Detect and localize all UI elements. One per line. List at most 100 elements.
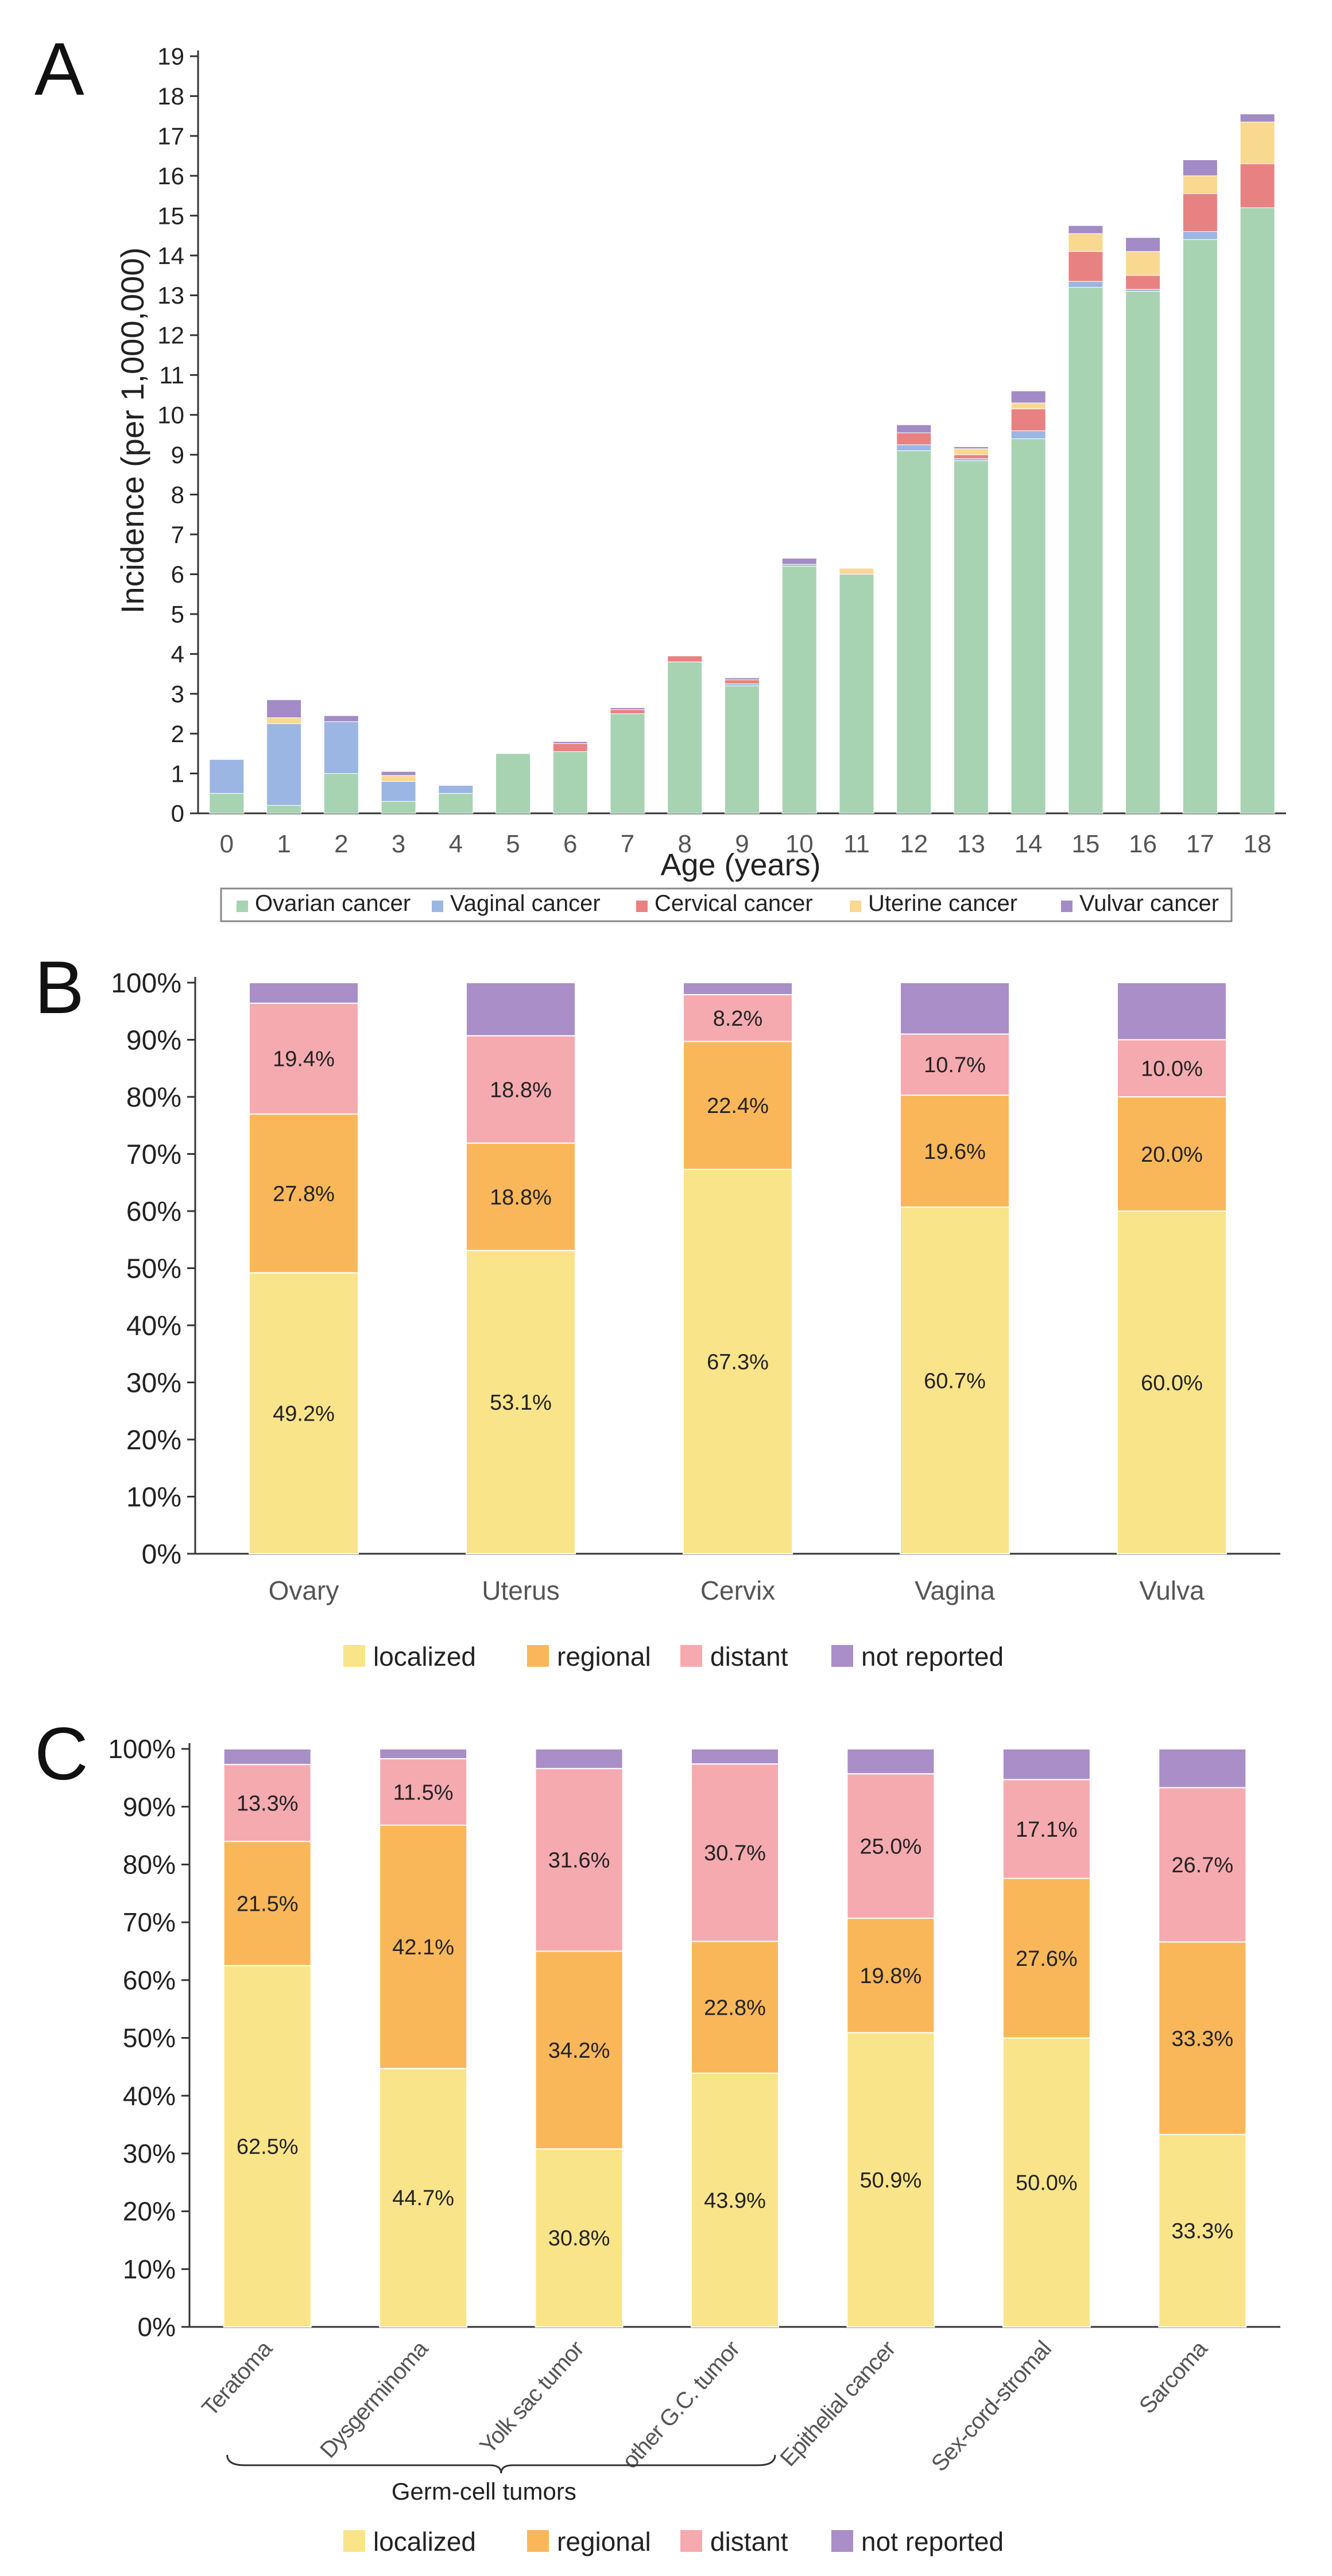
data-label: 49.2%: [273, 1402, 335, 1426]
bar-segment-ovarian-cancer: [1240, 207, 1275, 814]
y-tick-label: 10: [157, 401, 184, 428]
legend-label: regional: [557, 2527, 651, 2556]
bar-segment-uterine-cancer: [1010, 402, 1046, 409]
bar-segment-localized: [466, 1250, 576, 1554]
x-tick-label: 5: [506, 830, 520, 858]
x-tick-label: 16: [1129, 830, 1157, 858]
bar-segment-distant: [900, 1033, 1010, 1096]
data-label: 53.1%: [490, 1391, 552, 1415]
y-tick-label: 9: [171, 441, 184, 468]
legend-swatch: [850, 901, 861, 912]
data-label: 50.0%: [1016, 2171, 1078, 2195]
bar-segment-ovarian-cancer: [438, 793, 474, 814]
x-tick-label: 8: [678, 830, 692, 858]
x-tick-label: 10: [785, 830, 814, 858]
bar-segment-cervical-cancer: [1240, 163, 1275, 208]
y-tick-label: 80%: [126, 1083, 181, 1113]
bar-segment-vulvar-cancer: [1068, 225, 1103, 234]
x-tick-label: 3: [392, 830, 405, 858]
bar-segment-distant: [223, 1764, 312, 1842]
legend-swatch: [680, 2530, 702, 2552]
bar-segment-vulvar-cancer: [266, 699, 302, 718]
bar-segment-vaginal-cancer: [266, 723, 302, 806]
bar-segment-not-reported: [1158, 1748, 1247, 1789]
bar-segment-distant: [1158, 1787, 1247, 1943]
data-label: 34.2%: [548, 2039, 610, 2063]
bar-segment-distant: [1117, 1039, 1227, 1097]
data-label: 10.0%: [1141, 1057, 1203, 1081]
bar-segment-ovarian-cancer: [1010, 438, 1046, 814]
y-tick-label: 80%: [123, 1850, 176, 1880]
x-tick-label: 2: [334, 830, 348, 858]
bar-segment-uterine-cancer: [1125, 251, 1161, 276]
bar-segment-regional: [900, 1095, 1010, 1208]
data-label: 8.2%: [713, 1007, 763, 1031]
legend-label: distant: [710, 1642, 788, 1671]
bar-segment-ovarian-cancer: [495, 753, 531, 814]
bar-segment-localized: [1002, 2037, 1091, 2327]
bar-segment-ovarian-cancer: [1068, 287, 1103, 814]
data-label: 18.8%: [490, 1185, 552, 1209]
y-tick-label: 70%: [123, 1907, 176, 1937]
bar-segment-uterine-cancer: [266, 717, 302, 724]
data-label: 42.1%: [392, 1935, 454, 1960]
legend-label: not reported: [861, 1642, 1004, 1671]
data-label: 10.7%: [924, 1053, 986, 1077]
x-tick-label: Dysgerminoma: [315, 2336, 433, 2463]
y-tick-label: 90%: [123, 1792, 176, 1822]
x-tick-label: Cervix: [700, 1576, 775, 1605]
bar-segment-vaginal-cancer: [781, 564, 817, 567]
bar-segment-localized: [683, 1169, 793, 1554]
bar-segment-vulvar-cancer: [610, 707, 645, 711]
x-tick-label: Sarcoma: [1134, 2336, 1213, 2418]
bar-segment-regional: [683, 1041, 793, 1170]
data-label: 67.3%: [707, 1350, 769, 1374]
data-label: 13.3%: [237, 1791, 299, 1815]
y-tick-label: 13: [157, 282, 184, 309]
x-tick-label: 9: [735, 830, 749, 858]
x-tick-label: Uterus: [482, 1576, 559, 1605]
bar-segment-localized: [846, 2032, 935, 2327]
bar-segment-regional: [691, 1941, 779, 2074]
bar-segment-localized: [1117, 1211, 1227, 1554]
bar-segment-vulvar-cancer: [552, 741, 588, 744]
data-label: 60.7%: [924, 1369, 986, 1393]
x-tick-label: 4: [449, 830, 463, 858]
bar-segment-cervical-cancer: [896, 432, 932, 445]
legend-swatch: [636, 901, 648, 912]
y-tick-label: 50%: [126, 1254, 181, 1284]
y-tick-label: 40%: [126, 1311, 181, 1341]
bar-segment-not-reported: [683, 982, 793, 995]
bar-segment-distant: [466, 1035, 576, 1144]
legend-label: Vaginal cancer: [450, 891, 601, 916]
bar-segment-regional: [1002, 1877, 1091, 2039]
y-tick-label: 40%: [123, 2081, 176, 2111]
bar-segment-localized: [535, 2148, 624, 2327]
data-label: 19.6%: [924, 1140, 986, 1164]
bar-segment-vaginal-cancer: [438, 785, 474, 794]
bar-segment-localized: [379, 2067, 468, 2328]
bar-segment-localized: [900, 1206, 1010, 1554]
bar-segment-ovarian-cancer: [667, 661, 703, 814]
y-tick-label: 1: [171, 760, 184, 787]
bar-segment-ovarian-cancer: [839, 573, 874, 814]
y-tick-label: 100%: [108, 1734, 176, 1764]
bar-segment-not-reported: [249, 982, 359, 1004]
data-label: 31.6%: [548, 1849, 610, 1873]
legend-swatch: [1061, 901, 1072, 912]
bar-segment-not-reported: [900, 982, 1010, 1035]
bar-segment-ovarian-cancer: [209, 793, 245, 814]
data-label: 27.6%: [1016, 1947, 1078, 1971]
bar-segment-uterine-cancer: [839, 568, 874, 575]
bar-segment-uterine-cancer: [1240, 122, 1275, 164]
x-tick-label: Yolk sac tumor: [475, 2336, 588, 2458]
legend-swatch: [237, 901, 248, 912]
legend-swatch: [527, 2530, 549, 2552]
legend-label: Vulvar cancer: [1079, 891, 1219, 916]
x-tick-label: 7: [621, 830, 634, 858]
legend-swatch: [343, 2530, 365, 2552]
bar-segment-regional: [249, 1113, 359, 1274]
data-label: 27.8%: [273, 1182, 335, 1206]
x-tick-label: Teratoma: [197, 2336, 277, 2421]
